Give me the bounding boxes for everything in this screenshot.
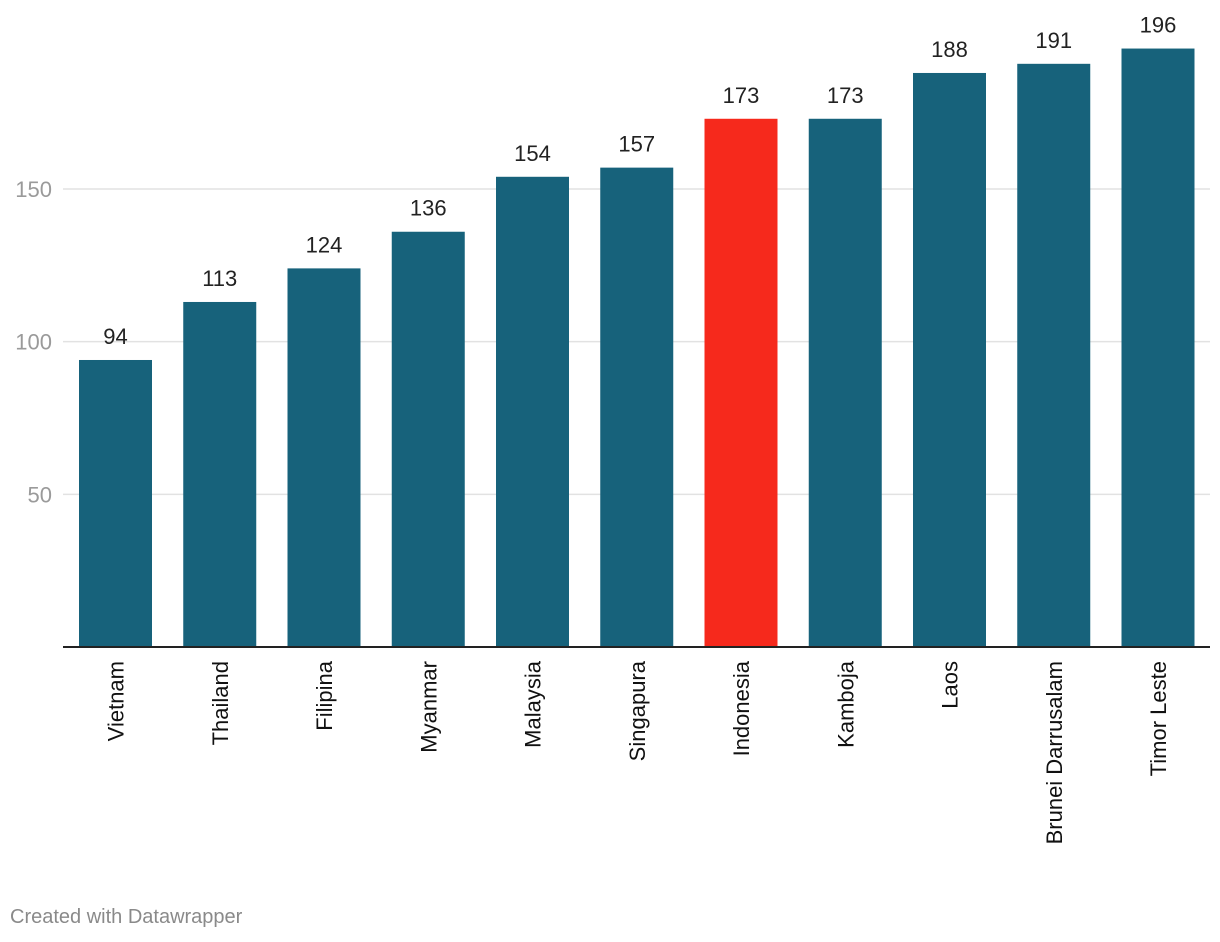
value-label: 188 [931,37,968,62]
value-label: 196 [1140,13,1177,38]
bar-thailand [183,301,257,647]
bar-laos [913,72,986,648]
category-label: Indonesia [729,660,754,756]
value-label: 94 [103,324,127,349]
category-label: Filipina [312,660,337,730]
bar-timor-leste [1121,48,1195,647]
y-axis-tick-labels: 50 100 150 [15,177,52,507]
bar-brunei-darrusalam [1017,63,1091,647]
category-label: Vietnam [104,661,129,741]
value-label: 173 [827,83,864,108]
value-label: 113 [202,266,237,291]
value-label: 124 [306,232,343,257]
x-axis-category-labels: Vietnam Thailand Filipina Myanmar Malaysia Si… [104,660,1172,844]
bar-filipina [287,268,361,647]
footer-credit: Created with Datawrapper [10,906,243,928]
bar-myanmar [391,231,465,647]
category-label: Thailand [208,661,233,745]
value-label: 136 [410,196,447,221]
category-label: Singapura [625,660,650,761]
category-label: Malaysia [521,660,546,748]
category-label: Brunei Darrusalam [1042,661,1067,844]
category-label: Myanmar [416,661,441,753]
bar-malaysia [496,176,569,647]
bar-indonesia [704,118,778,648]
value-label: 173 [723,83,760,108]
bars [79,48,1195,648]
y-tick-label: 150 [15,177,52,202]
y-tick-label: 50 [28,482,52,507]
category-label: Kamboja [833,660,858,748]
value-label: 154 [514,141,551,166]
bar-vietnam [79,359,152,647]
value-labels: 94 113 124 136 154 157 173 173 188 191 196 [103,13,1176,349]
bar-kamboja [808,118,882,648]
value-label: 191 [1035,28,1072,53]
bar-singapura [600,167,674,648]
y-tick-label: 100 [15,330,52,355]
category-label: Laos [938,661,963,709]
value-label: 157 [618,132,655,157]
category-label: Timor Leste [1146,661,1171,776]
